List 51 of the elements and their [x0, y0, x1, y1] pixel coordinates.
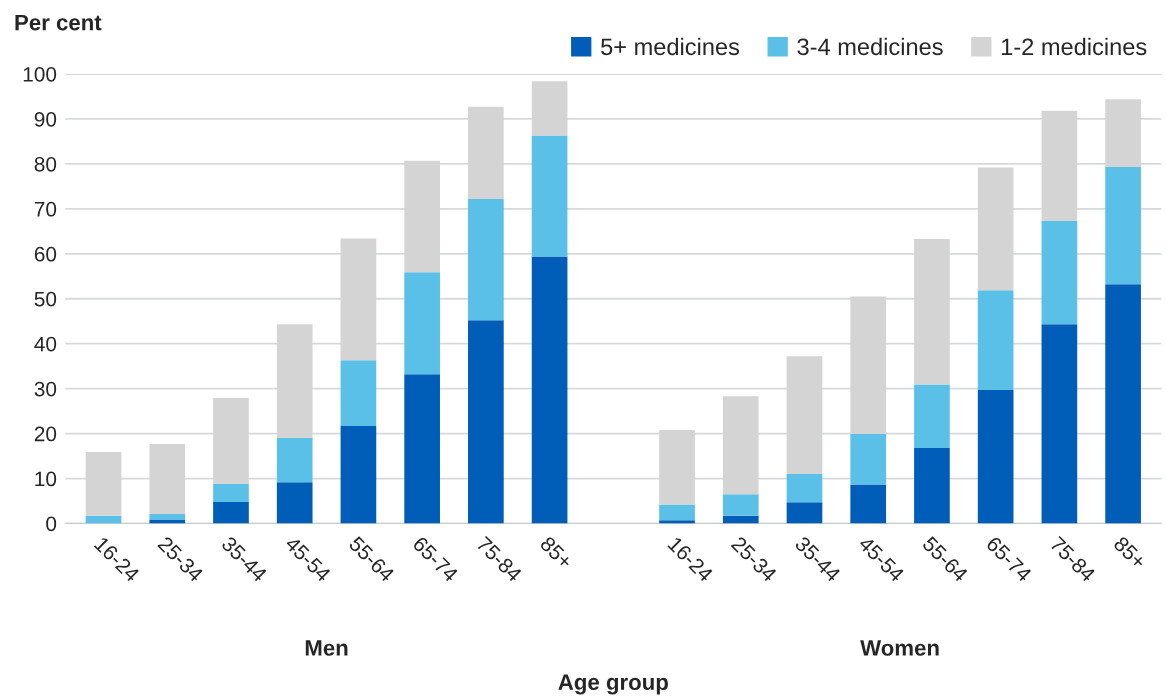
y-tick-label: 60: [34, 246, 57, 262]
bar: [340, 360, 377, 426]
bar: [722, 494, 759, 516]
bar: [276, 482, 313, 524]
legend-label: 1-2 medicines: [1002, 37, 1147, 56]
bar: [786, 474, 823, 503]
bar: [404, 272, 440, 375]
bar: [977, 290, 1014, 390]
bar: [850, 484, 887, 524]
bar: [404, 374, 440, 524]
y-tick-label: 90: [34, 111, 57, 127]
y-tick-label: 100: [23, 66, 57, 82]
bar: [468, 198, 504, 321]
bar: [914, 384, 950, 448]
y-tick-label: 80: [34, 156, 57, 172]
x-tick-label: 85+: [1112, 535, 1147, 570]
bar: [531, 256, 568, 524]
x-axis-title: Age group: [558, 674, 668, 695]
bar: [1041, 220, 1078, 325]
y-tick-label: 10: [35, 471, 57, 487]
bar: [468, 320, 504, 524]
bar: [149, 519, 186, 524]
bar: [213, 501, 249, 524]
y-tick-label: 70: [34, 201, 57, 217]
bar: [85, 515, 122, 524]
x-tick-label: 85+: [539, 535, 574, 570]
bar: [1105, 167, 1141, 285]
bar: [213, 483, 249, 502]
y-tick-label: 40: [34, 336, 57, 352]
bar: [531, 135, 568, 257]
y-tick-label: 30: [34, 381, 57, 397]
bar: [786, 502, 823, 524]
bar: [340, 425, 377, 524]
legend-label: 3-4 medicines: [797, 37, 943, 56]
text: Women: [860, 640, 939, 656]
y-tick-label: 0: [46, 516, 57, 532]
bar: [977, 389, 1014, 524]
bar: [722, 515, 759, 524]
bar: [1105, 284, 1141, 524]
legend-label: 5+ medicines: [601, 37, 740, 56]
y-axis-title: Per cent: [15, 14, 102, 31]
text: Men: [305, 640, 348, 656]
bar: [1041, 324, 1078, 524]
bar: [276, 438, 313, 483]
bar: [659, 504, 695, 521]
bar: [659, 520, 695, 524]
bar: [850, 434, 887, 485]
y-tick-label: 20: [34, 426, 57, 442]
bar: [914, 447, 950, 524]
y-tick-label: 50: [34, 291, 57, 307]
bar: [149, 514, 186, 520]
